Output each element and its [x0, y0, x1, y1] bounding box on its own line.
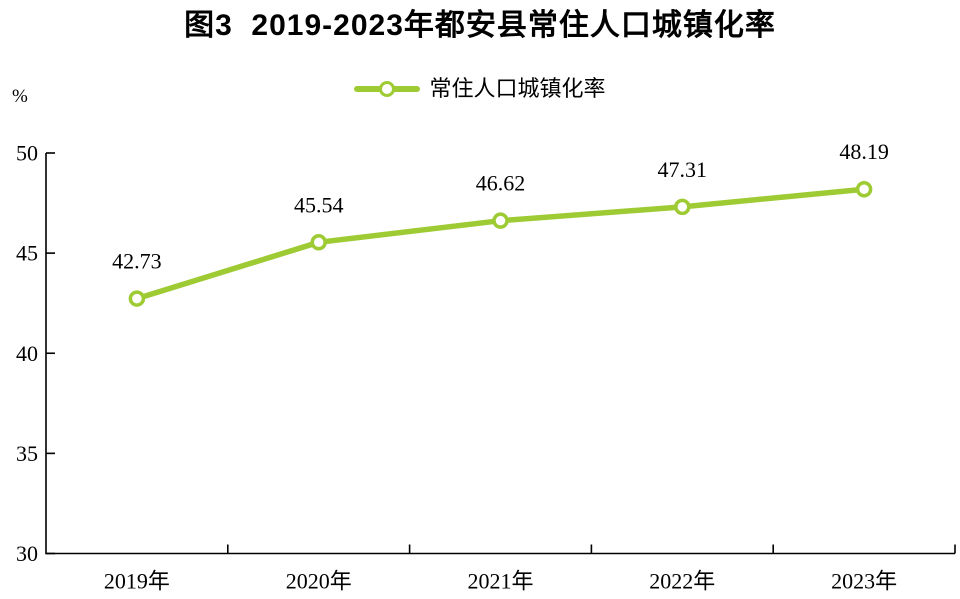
- x-axis-label: 2021年: [467, 569, 533, 594]
- data-label: 45.54: [294, 192, 344, 217]
- y-tick-label: 30: [16, 541, 38, 566]
- data-label: 47.31: [658, 157, 708, 182]
- y-tick-label: 45: [16, 241, 38, 266]
- legend: 常住人口城镇化率: [0, 77, 960, 101]
- data-label: 46.62: [476, 171, 526, 196]
- legend-marker-icon: [379, 81, 396, 97]
- data-point-marker: [128, 290, 146, 307]
- data-point-marker: [855, 180, 873, 198]
- series-line: [134, 186, 867, 302]
- data-point-marker: [674, 198, 691, 216]
- legend-line-swatch: [354, 81, 421, 97]
- y-tick-label: 50: [16, 141, 38, 166]
- data-point-marker: [310, 234, 327, 251]
- legend-label: 常住人口城镇化率: [429, 76, 606, 101]
- data-label: 42.73: [112, 249, 162, 274]
- chart-title: 图3 2019-2023年都安县常住人口城镇化率: [184, 9, 776, 42]
- y-tick-label: 35: [16, 441, 38, 466]
- y-tick-label: 40: [16, 341, 38, 366]
- x-axis-label: 2019年: [104, 569, 170, 594]
- x-axis-label: 2022年: [649, 569, 715, 594]
- y-axis-unit-label: %: [12, 86, 28, 107]
- data-label: 48.19: [839, 139, 889, 164]
- data-point-marker: [492, 212, 509, 229]
- x-axis-label: 2020年: [286, 569, 352, 594]
- x-axis-label: 2023年: [831, 569, 897, 594]
